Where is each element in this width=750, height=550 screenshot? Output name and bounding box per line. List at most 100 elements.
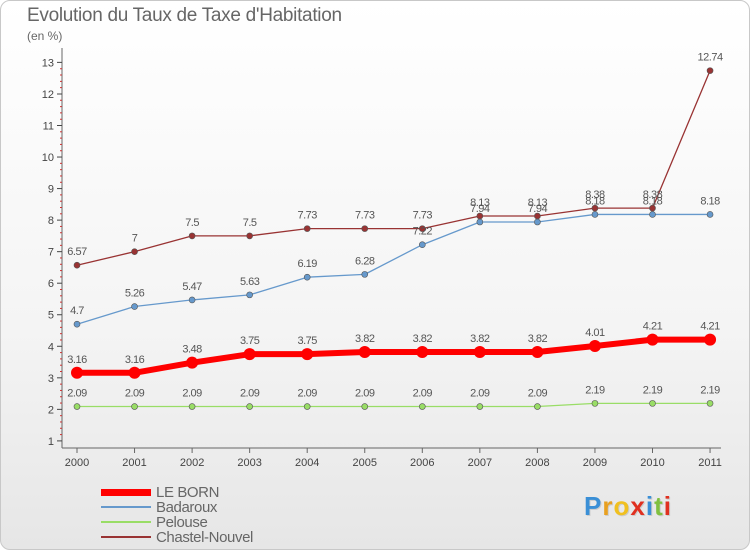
series-line-chastel-nouvel xyxy=(76,70,711,266)
legend-label: LE BORN xyxy=(156,484,220,501)
data-label: 7.94 xyxy=(470,203,490,215)
data-label: 6.28 xyxy=(355,255,375,267)
data-point xyxy=(303,403,311,410)
data-point xyxy=(646,333,659,346)
data-point xyxy=(418,403,426,410)
data-label: 7.5 xyxy=(185,217,199,229)
data-point xyxy=(649,204,656,212)
x-tick-label: 2001 xyxy=(122,457,146,469)
data-label: 2.09 xyxy=(355,388,375,400)
data-point xyxy=(476,212,484,220)
data-label: 12.74 xyxy=(698,52,723,64)
data-point xyxy=(188,232,196,240)
data-label: 2.09 xyxy=(125,388,145,400)
data-point xyxy=(246,403,253,410)
data-label: 7.73 xyxy=(413,210,433,222)
data-label: 4.21 xyxy=(700,321,720,333)
data-label: 8.18 xyxy=(585,195,605,207)
logo-letter: r xyxy=(602,491,614,521)
data-point xyxy=(418,225,426,232)
data-point xyxy=(534,212,541,220)
data-point xyxy=(591,400,599,407)
y-tick-label: 13 xyxy=(42,57,54,69)
data-point xyxy=(591,204,599,212)
data-point xyxy=(361,271,369,278)
data-label: 6.19 xyxy=(297,258,317,270)
data-point xyxy=(531,345,544,358)
data-label: 2.19 xyxy=(643,384,663,396)
data-point xyxy=(358,345,371,358)
data-point xyxy=(418,241,426,249)
data-label: 4.7 xyxy=(70,305,84,317)
data-label: 3.82 xyxy=(470,333,490,345)
data-point xyxy=(73,261,81,269)
x-tick-label: 2004 xyxy=(295,457,319,469)
data-label: 7 xyxy=(132,233,138,245)
legend-label: Badaroux xyxy=(156,499,218,516)
data-point xyxy=(128,366,141,379)
y-tick-label: 12 xyxy=(42,89,54,101)
data-point xyxy=(534,218,541,226)
data-label: 8.13 xyxy=(470,197,490,209)
x-tick-label: 2006 xyxy=(410,457,434,469)
y-tick-label: 5 xyxy=(48,310,54,322)
data-point xyxy=(303,225,311,232)
data-point xyxy=(246,232,253,240)
data-label: 8.13 xyxy=(528,197,548,209)
y-tick-label: 7 xyxy=(48,247,54,259)
data-point xyxy=(704,333,717,346)
data-label: 5.63 xyxy=(240,276,260,288)
y-tick-label: 1 xyxy=(48,436,54,448)
data-label: 3.82 xyxy=(413,333,433,345)
chart-subtitle: (en %) xyxy=(27,29,63,43)
data-label: 8.18 xyxy=(643,195,663,207)
x-tick-label: 2000 xyxy=(65,457,89,469)
data-label: 3.16 xyxy=(67,354,87,366)
y-tick-label: 11 xyxy=(43,121,54,133)
data-point xyxy=(243,348,256,361)
data-label: 2.19 xyxy=(585,384,605,396)
data-point xyxy=(303,273,311,281)
chart-title: Evolution du Taux de Taxe d'Habitation xyxy=(27,5,342,26)
data-point xyxy=(131,303,138,310)
data-label: 3.16 xyxy=(125,354,145,366)
logo-letter: t xyxy=(654,491,664,521)
x-tick-label: 2005 xyxy=(353,457,377,469)
x-tick-label: 2003 xyxy=(237,457,261,469)
data-label: 2.09 xyxy=(297,388,317,400)
data-point xyxy=(476,218,484,226)
data-label: 7.94 xyxy=(528,203,548,215)
data-point xyxy=(473,345,486,358)
y-tick-label: 9 xyxy=(48,184,54,196)
data-label: 8.18 xyxy=(700,195,720,207)
y-tick-label: 8 xyxy=(48,215,54,227)
data-label: 6.57 xyxy=(67,246,87,258)
data-label: 4.21 xyxy=(643,321,663,333)
x-tick-label: 2011 xyxy=(698,457,722,469)
data-label: 2.09 xyxy=(413,388,433,400)
legend-swatch xyxy=(101,536,151,538)
data-point xyxy=(73,320,81,328)
data-label: 3.75 xyxy=(240,335,260,347)
data-label: 2.19 xyxy=(700,384,720,396)
legend-swatch xyxy=(101,506,151,508)
data-label: 8.38 xyxy=(643,189,663,201)
data-point xyxy=(361,225,369,232)
data-label: 3.82 xyxy=(528,333,548,345)
data-point xyxy=(246,291,253,299)
data-point xyxy=(131,248,138,255)
data-label: 7.22 xyxy=(413,226,433,238)
data-point xyxy=(649,400,656,407)
data-label: 3.82 xyxy=(355,333,375,345)
legend-swatch xyxy=(101,489,151,496)
data-label: 3.75 xyxy=(297,335,317,347)
data-point xyxy=(131,403,138,410)
series-line-badaroux xyxy=(76,213,711,325)
data-label: 2.09 xyxy=(528,388,548,400)
data-point xyxy=(361,403,369,410)
data-label: 3.48 xyxy=(182,344,202,356)
data-point xyxy=(188,403,196,410)
y-tick-label: 3 xyxy=(48,373,54,385)
x-tick-label: 2009 xyxy=(583,457,607,469)
